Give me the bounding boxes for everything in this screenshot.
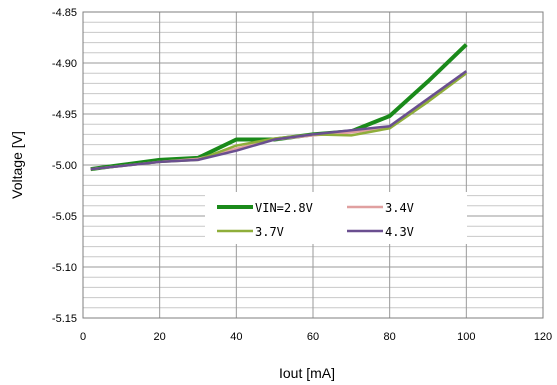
y-tick-label: -4.95 xyxy=(52,109,77,121)
legend-label: 4.3V xyxy=(385,225,414,239)
x-axis-title: Iout [mA] xyxy=(279,365,335,381)
legend-label: VIN=2.8V xyxy=(255,201,313,215)
legend: VIN=2.8V 3.4V 3.7V 4.3V xyxy=(205,192,467,244)
x-tick-label: 60 xyxy=(307,331,319,343)
plot-area-frame xyxy=(82,11,544,319)
tick-labels: -4.85 -4.90 -4.95 -5.00 -5.05 -5.10 -5.150 20 40… xyxy=(52,7,552,343)
x-tick-label: 120 xyxy=(534,331,552,343)
legend-label: 3.7V xyxy=(255,225,284,239)
x-tick-label: 80 xyxy=(384,331,396,343)
x-tick-label: 100 xyxy=(457,331,475,343)
y-tick-label: -5.05 xyxy=(52,211,77,223)
legend-label: 3.4V xyxy=(385,201,414,215)
y-axis-title: Voltage [V] xyxy=(9,131,25,199)
series-line-4 xyxy=(90,70,468,171)
y-tick-label: -4.90 xyxy=(52,58,77,70)
y-tick-label: -5.00 xyxy=(52,160,77,172)
y-tick-label: -5.10 xyxy=(52,262,77,274)
legend-box xyxy=(205,192,467,244)
y-tick-label: -4.85 xyxy=(52,7,77,19)
y-tick-label: -5.15 xyxy=(52,313,77,325)
x-tick-label: 40 xyxy=(230,331,242,343)
x-tick-label: 0 xyxy=(80,331,86,343)
x-tick-label: 20 xyxy=(154,331,166,343)
series-lines xyxy=(90,43,468,172)
